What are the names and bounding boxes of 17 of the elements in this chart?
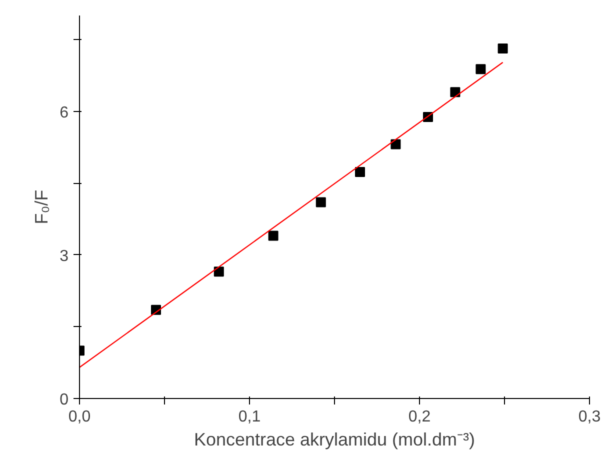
y-axis-title: F₀/F bbox=[32, 190, 52, 224]
y-tick-label: 3 bbox=[60, 248, 69, 265]
y-tick-label: 6 bbox=[60, 104, 69, 122]
point bbox=[316, 197, 326, 208]
point bbox=[498, 44, 508, 54]
point bbox=[268, 230, 278, 241]
point bbox=[390, 139, 401, 150]
y-tick-label: 0 bbox=[60, 392, 69, 408]
x-tick-label: 0,0 bbox=[68, 408, 91, 426]
x-tick-label: 0,3 bbox=[578, 408, 601, 426]
point bbox=[214, 266, 224, 277]
x-tick-label: 0,2 bbox=[408, 408, 431, 426]
x-tick-label: 0,1 bbox=[238, 408, 261, 426]
point bbox=[476, 64, 486, 74]
point bbox=[355, 167, 365, 178]
point bbox=[450, 87, 460, 98]
x-axis-title: Koncentrace akrylamidu (mol.dm⁻³) bbox=[194, 430, 476, 450]
